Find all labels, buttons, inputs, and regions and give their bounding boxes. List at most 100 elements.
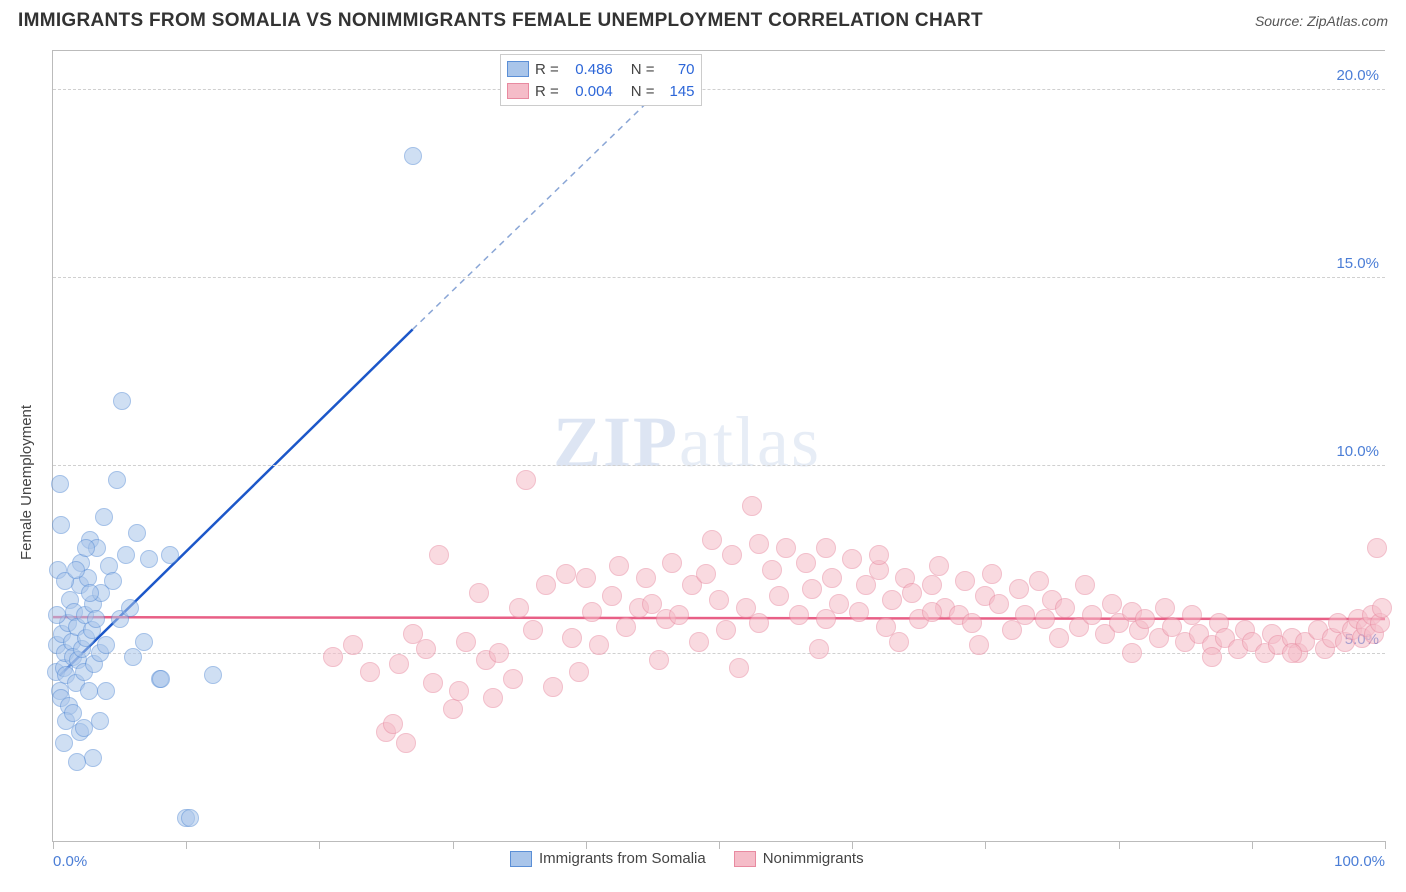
x-tick-label: 100.0% <box>1334 853 1385 870</box>
legend-label-nonimm: Nonimmigrants <box>763 850 864 867</box>
somalia-point <box>117 546 135 564</box>
nonimm-point <box>509 598 529 618</box>
x-tick <box>453 841 454 849</box>
n-value-somalia: 70 <box>661 61 695 78</box>
watermark-zip: ZIP <box>553 402 679 482</box>
nonimm-point <box>796 553 816 573</box>
nonimm-point <box>443 699 463 719</box>
swatch-nonimm <box>734 851 756 867</box>
nonimm-point <box>609 556 629 576</box>
swatch-somalia <box>510 851 532 867</box>
nonimm-point <box>722 545 742 565</box>
nonimm-point <box>1035 609 1055 629</box>
nonimm-point <box>762 560 782 580</box>
nonimm-point <box>769 586 789 606</box>
nonimm-point <box>789 605 809 625</box>
somalia-point <box>121 599 139 617</box>
nonimm-point <box>503 669 523 689</box>
nonimm-point <box>1029 571 1049 591</box>
somalia-point <box>181 809 199 827</box>
nonimm-point <box>636 568 656 588</box>
nonimm-point <box>1082 605 1102 625</box>
nonimm-point <box>562 628 582 648</box>
nonimm-point <box>729 658 749 678</box>
legend-row-nonimm: R = 0.004 N = 145 <box>507 80 695 102</box>
nonimm-point <box>955 571 975 591</box>
somalia-point <box>97 636 115 654</box>
n-label: N = <box>631 83 655 100</box>
nonimm-point <box>649 650 669 670</box>
chart-header: IMMIGRANTS FROM SOMALIA VS NONIMMIGRANTS… <box>18 10 1388 32</box>
nonimm-point <box>582 602 602 622</box>
nonimm-point <box>1372 598 1392 618</box>
nonimm-point <box>616 617 636 637</box>
somalia-point <box>91 712 109 730</box>
nonimm-point <box>969 635 989 655</box>
somalia-point <box>140 550 158 568</box>
somalia-point <box>84 749 102 767</box>
swatch-nonimm <box>507 83 529 99</box>
legend-item-somalia: Immigrants from Somalia <box>510 850 706 867</box>
nonimm-point <box>869 545 889 565</box>
nonimm-point <box>816 538 836 558</box>
somalia-point <box>48 606 66 624</box>
nonimm-point <box>709 590 729 610</box>
n-label: N = <box>631 61 655 78</box>
nonimm-point <box>962 613 982 633</box>
nonimm-point <box>1182 605 1202 625</box>
nonimm-point <box>1135 609 1155 629</box>
somalia-point <box>80 682 98 700</box>
nonimm-point <box>569 662 589 682</box>
x-tick <box>1252 841 1253 849</box>
somalia-point <box>135 633 153 651</box>
somalia-point <box>77 539 95 557</box>
grid-line <box>53 89 1385 90</box>
somalia-point <box>81 584 99 602</box>
nonimm-point <box>929 556 949 576</box>
nonimm-point <box>842 549 862 569</box>
somalia-point <box>97 682 115 700</box>
nonimm-point <box>396 733 416 753</box>
nonimm-point <box>749 534 769 554</box>
nonimm-point <box>556 564 576 584</box>
x-tick <box>1385 841 1386 849</box>
x-tick-label: 0.0% <box>53 853 87 870</box>
nonimm-point <box>516 470 536 490</box>
nonimm-point <box>696 564 716 584</box>
nonimm-point <box>456 632 476 652</box>
nonimm-point <box>1049 628 1069 648</box>
nonimm-point <box>523 620 543 640</box>
n-value-nonimm: 145 <box>661 83 695 100</box>
somalia-point <box>128 524 146 542</box>
somalia-point <box>108 471 126 489</box>
grid-line <box>53 653 1385 654</box>
nonimm-point <box>702 530 722 550</box>
somalia-point <box>124 648 142 666</box>
nonimm-point <box>602 586 622 606</box>
nonimm-point <box>343 635 363 655</box>
grid-line <box>53 465 1385 466</box>
nonimm-point <box>1075 575 1095 595</box>
somalia-point <box>67 561 85 579</box>
y-tick-label: 10.0% <box>1336 443 1379 460</box>
grid-line <box>53 277 1385 278</box>
legend-label-somalia: Immigrants from Somalia <box>539 850 706 867</box>
somalia-point <box>204 666 222 684</box>
correlation-legend: R = 0.486 N = 70 R = 0.004 N = 145 <box>500 54 702 106</box>
x-tick <box>852 841 853 849</box>
nonimm-point <box>469 583 489 603</box>
nonimm-point <box>423 673 443 693</box>
somalia-point <box>113 392 131 410</box>
somalia-point <box>152 670 170 688</box>
watermark: ZIPatlas <box>553 401 821 484</box>
y-tick-label: 15.0% <box>1336 255 1379 272</box>
nonimm-point <box>1009 579 1029 599</box>
nonimm-point <box>902 583 922 603</box>
trend-lines <box>53 51 1385 841</box>
x-tick <box>319 841 320 849</box>
nonimm-point <box>922 602 942 622</box>
nonimm-point <box>589 635 609 655</box>
nonimm-point <box>1102 594 1122 614</box>
nonimm-point <box>1282 643 1302 663</box>
nonimm-point <box>1015 605 1035 625</box>
